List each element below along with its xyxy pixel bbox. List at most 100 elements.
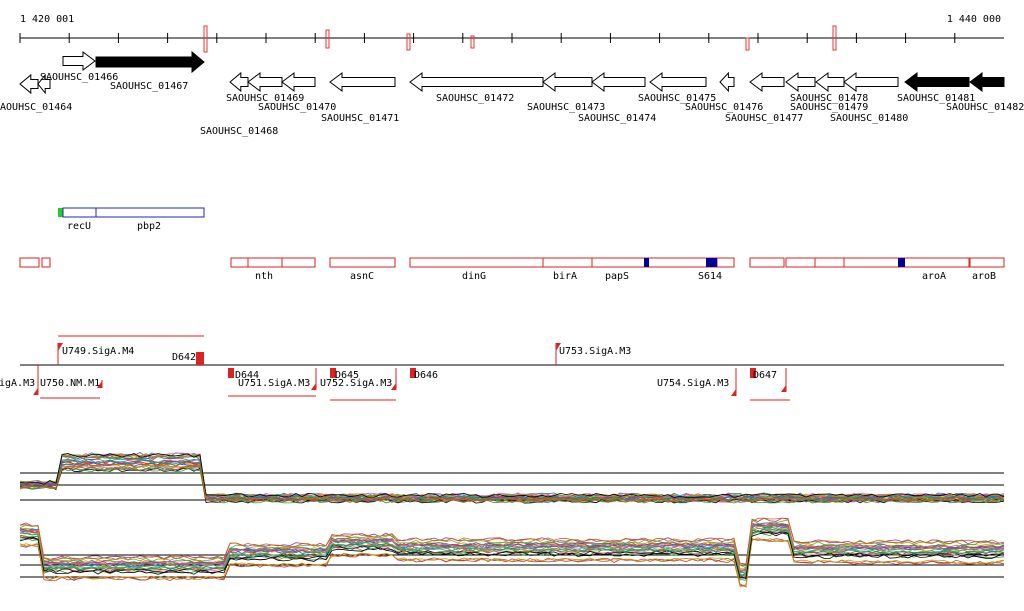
gene-arrow [281,72,316,92]
operon-site [644,258,649,267]
operon-box [591,257,646,268]
promoter-flag [97,381,102,388]
promoter-box [410,368,416,378]
ruler-marker [832,25,837,51]
gene-arrow [542,72,593,92]
gene-label: SAOUHSC_01474 [578,113,656,124]
operon-box [247,257,283,268]
gene-arrow [62,51,96,71]
operon-label: S614 [698,271,722,282]
promoter-flag [731,389,736,396]
promoter-flag [781,385,786,392]
ruler-marker [745,37,750,51]
gene-label: SAOUHSC_01480 [830,113,908,124]
domain-label: pbp2 [137,221,161,232]
gene-label: SAOUHSC_01471 [321,113,399,124]
expr-trace [19,527,1005,577]
expr-trace [19,453,1005,498]
expr-trace [19,537,1005,587]
promoter-box [196,352,204,365]
operon-box [749,257,785,268]
expr-trace [19,519,1005,569]
ruler-marker [470,35,475,49]
operon-label: nth [255,271,273,282]
operon-label: aroA [922,271,946,282]
expr-trace [19,524,1005,574]
expr-trace [19,454,1005,499]
operon-site [898,258,905,267]
promoter-box [330,368,336,378]
gene-arrow [19,73,39,95]
expr-trace [19,467,1005,504]
operon-box [230,257,249,268]
promoter-label: igA.M3 [0,378,35,389]
expr-trace [19,517,1005,566]
ruler-marker [325,29,330,49]
promoter-flag [391,383,396,390]
gene-arrow [409,72,544,92]
gene-arrow [815,72,845,92]
operon-label: papS [605,271,629,282]
domain-label: recU [67,221,91,232]
promoter-label: D644 [235,370,259,381]
operon-label: aroB [972,271,996,282]
promoter-label: D642 [172,352,196,363]
promoter-label: U754.SigA.M3 [657,378,729,389]
ruler-marker [203,25,208,53]
gene-arrow [719,71,735,93]
expr-trace [19,517,1005,565]
gene-arrow [229,71,249,93]
gene-label: SAOUHSC_01472 [436,93,514,104]
gene-label: SAOUHSC_01473 [527,102,605,113]
gene-arrow [247,72,283,92]
gene-label: SAOUHSC_01464 [0,102,72,113]
operon-box [843,257,970,268]
operon-label: asnC [350,271,374,282]
operon-box [329,257,396,268]
operon-box [969,257,1005,268]
ruler-start: 1 420 001 [20,14,74,25]
gene-arrow [785,72,816,92]
gene-label: SAOUHSC_01470 [258,102,336,113]
gene-label: SAOUHSC_01468 [200,126,278,137]
domain-box [95,207,205,218]
gene-label: SAOUHSC_01482 [946,102,1024,113]
promoter-label: U749.SigA.M4 [62,346,134,357]
operon-box [41,257,51,268]
gene-label: SAOUHSC_01477 [725,113,803,124]
gene-label: SAOUHSC_01481 [897,93,975,104]
gene-arrow [749,72,785,92]
promoter-label: U753.SigA.M3 [559,346,631,357]
ruler-marker [406,33,411,51]
promoter-label: D647 [753,370,777,381]
promoter-label: D645 [335,370,359,381]
promoter-flag [58,343,63,351]
operon-label: dinG [462,271,486,282]
gene-label: SAOUHSC_01478 [790,93,868,104]
expr-trace [19,524,1005,572]
promoter-label: U751.SigA.M3 [238,378,310,389]
domain-start [58,208,63,217]
promoter-label: D646 [414,370,438,381]
ruler-end: 1 440 000 [947,14,1001,25]
expr-trace [19,467,1005,504]
expr-trace [19,532,1005,579]
promoter-box [228,368,234,378]
promoter-label: U752.SigA.M3 [320,378,392,389]
expr-trace [19,463,1005,502]
operon-box [409,257,544,268]
domain-box [62,207,97,218]
promoter-flag [33,388,38,395]
operon-label: birA [553,271,577,282]
gene-arrow [329,72,396,92]
gene-arrow [649,72,707,92]
gene-label: SAOUHSC_01469 [226,93,304,104]
expr-trace [19,530,1005,580]
gene-arrow [904,72,970,92]
gene-label: SAOUHSC_01475 [638,93,716,104]
promoter-flag [311,383,316,390]
operon-box [281,257,316,268]
gene-label: SAOUHSC_01467 [110,81,188,92]
operon-box [814,257,845,268]
promoter-flag [556,343,561,351]
